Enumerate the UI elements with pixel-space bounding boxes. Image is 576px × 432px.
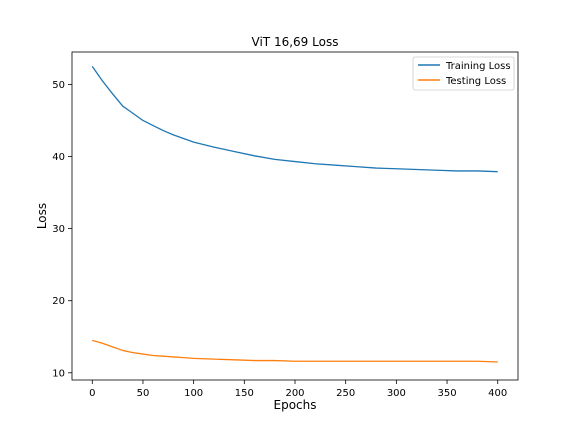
y-tick-label: 10 (52, 368, 65, 379)
series-line-training-loss (91, 66, 498, 173)
y-tick-label: 20 (52, 296, 65, 307)
series-layer (91, 66, 498, 363)
x-tick-label: 0 (89, 388, 95, 399)
x-tick-label: 200 (285, 388, 304, 399)
x-tick-label: 100 (184, 388, 203, 399)
x-tick-label: 50 (137, 388, 150, 399)
legend: Training Loss Testing Loss (412, 56, 515, 91)
chart-title: ViT 16,69 Loss (252, 35, 339, 49)
x-tick-label: 400 (488, 388, 507, 399)
y-axis-ticks: 10 20 30 40 50 (52, 80, 72, 379)
y-axis-label: Loss (35, 203, 49, 229)
y-tick-label: 40 (52, 152, 65, 163)
y-tick-label: 30 (52, 224, 65, 235)
x-tick-label: 150 (235, 388, 254, 399)
series-line-testing-loss (92, 339, 498, 363)
x-tick-label: 350 (437, 388, 456, 399)
plot-area (72, 52, 518, 380)
y-tick-label: 50 (52, 80, 65, 91)
legend-label-testing-loss: Testing Loss (445, 76, 506, 87)
x-tick-label: 250 (336, 388, 355, 399)
legend-label-training-loss: Training Loss (445, 61, 511, 72)
x-tick-label: 300 (387, 388, 406, 399)
x-axis-ticks: 0 50 100 150 200 250 300 350 400 (89, 380, 507, 399)
x-axis-label: Epochs (274, 398, 317, 412)
